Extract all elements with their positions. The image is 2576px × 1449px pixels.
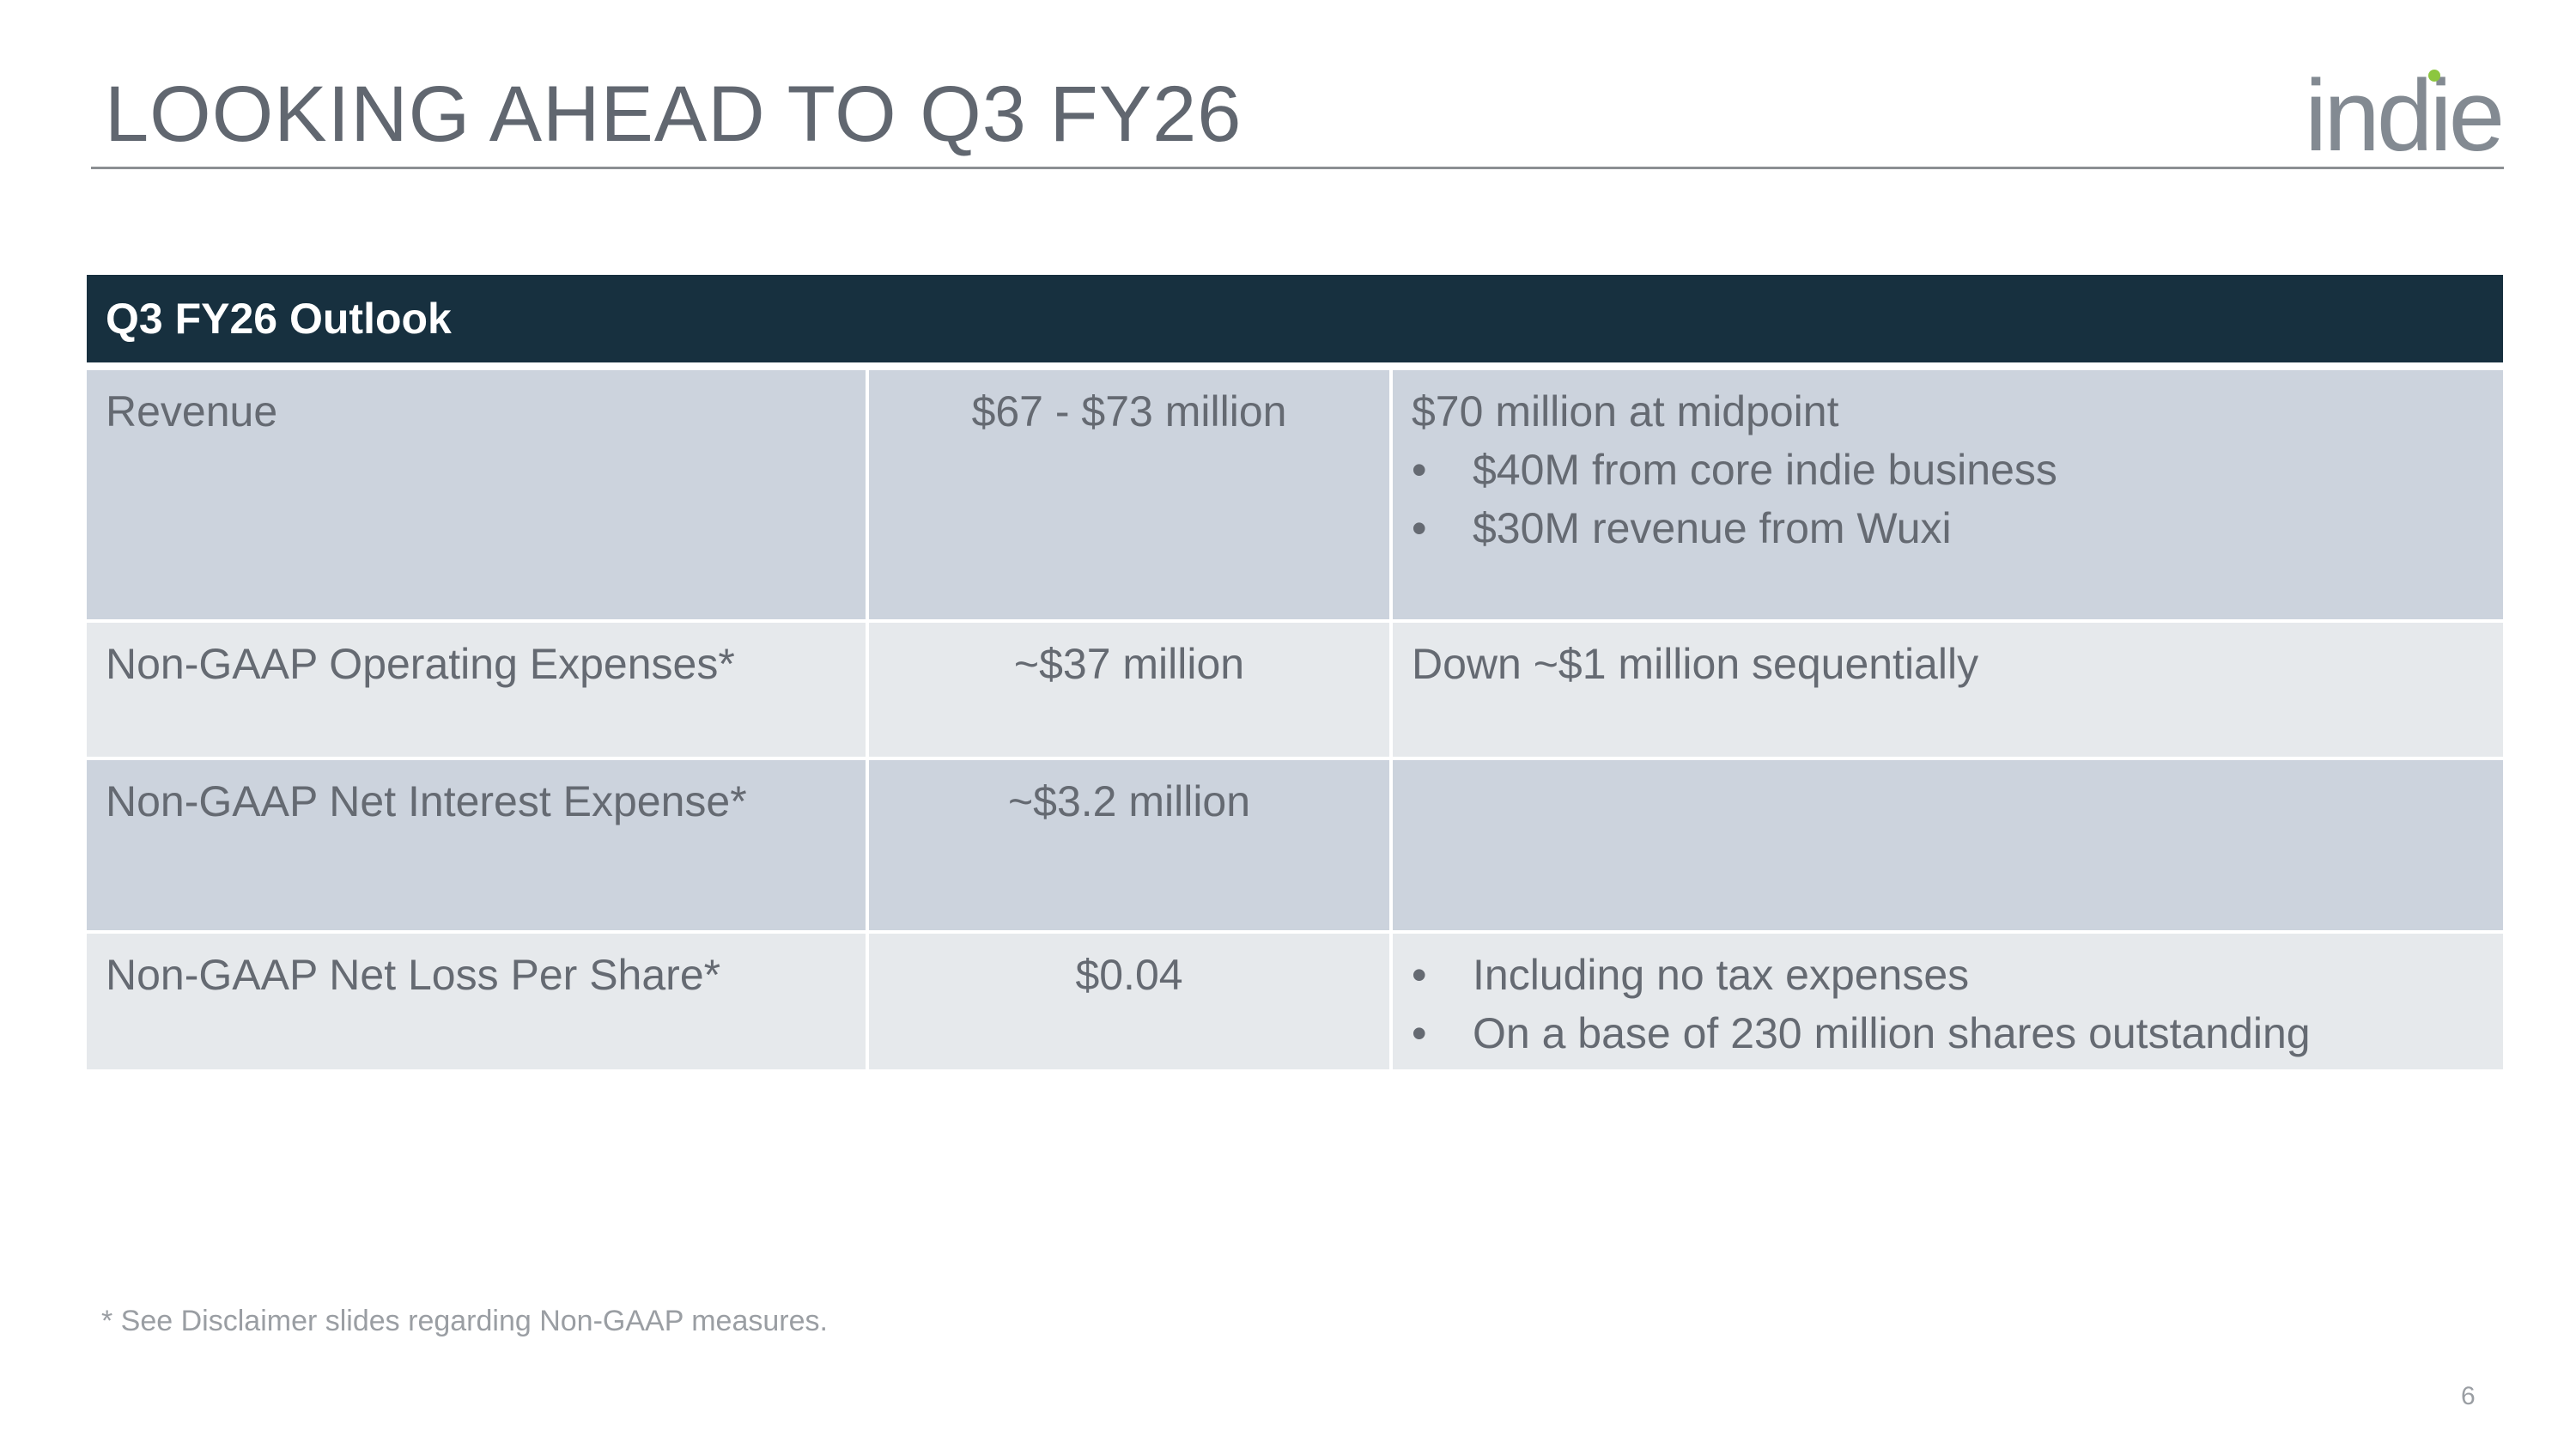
metric-cell: Non-GAAP Net Loss Per Share* — [106, 951, 721, 999]
slide-title: LOOKING AHEAD TO Q3 FY26 — [105, 70, 1242, 158]
value-cell: $0.04 — [866, 934, 1389, 1069]
bullet-item: Including no tax expenses — [1412, 946, 2484, 1004]
indie-logo: indie — [2305, 60, 2505, 163]
table-row: Revenue $67 - $73 million $70 million at… — [87, 370, 2503, 623]
value-cell: ~$3.2 million — [866, 760, 1389, 930]
bullet-item: $40M from core indie business — [1412, 441, 2484, 499]
table-row: Non-GAAP Net Interest Expense* ~$3.2 mil… — [87, 760, 2503, 934]
footnote: * See Disclaimer slides regarding Non-GA… — [101, 1305, 828, 1337]
table-row: Non-GAAP Operating Expenses* ~$37 millio… — [87, 623, 2503, 760]
metric-cell: Revenue — [106, 387, 278, 435]
indie-logo-text: indie — [2305, 60, 2501, 163]
table-header: Q3 FY26 Outlook — [87, 275, 2503, 362]
bullet-item: On a base of 230 million shares outstand… — [1412, 1004, 2484, 1062]
table-row: Non-GAAP Net Loss Per Share* $0.04 Inclu… — [87, 934, 2503, 1069]
title-divider — [91, 167, 2504, 169]
bullet-item: $30M revenue from Wuxi — [1412, 499, 2484, 557]
metric-cell: Non-GAAP Operating Expenses* — [106, 640, 735, 688]
note-text: $70 million at midpoint — [1412, 387, 1839, 435]
value-cell: $67 - $73 million — [866, 370, 1389, 619]
page-number: 6 — [2461, 1382, 2476, 1410]
value-cell: ~$37 million — [866, 623, 1389, 757]
outlook-table: Q3 FY26 Outlook Revenue $67 - $73 millio… — [87, 275, 2503, 1069]
note-cell: $70 million at midpoint $40M from core i… — [1389, 370, 2503, 619]
metric-cell: Non-GAAP Net Interest Expense* — [106, 777, 747, 825]
note-cell — [1389, 760, 2503, 930]
note-cell: Including no tax expenses On a base of 2… — [1389, 934, 2503, 1069]
bullet-list: $40M from core indie business $30M reven… — [1412, 441, 2484, 557]
logo-accent-dot — [2428, 70, 2440, 82]
note-cell: Down ~$1 million sequentially — [1389, 623, 2503, 757]
bullet-list: Including no tax expenses On a base of 2… — [1412, 946, 2484, 1062]
